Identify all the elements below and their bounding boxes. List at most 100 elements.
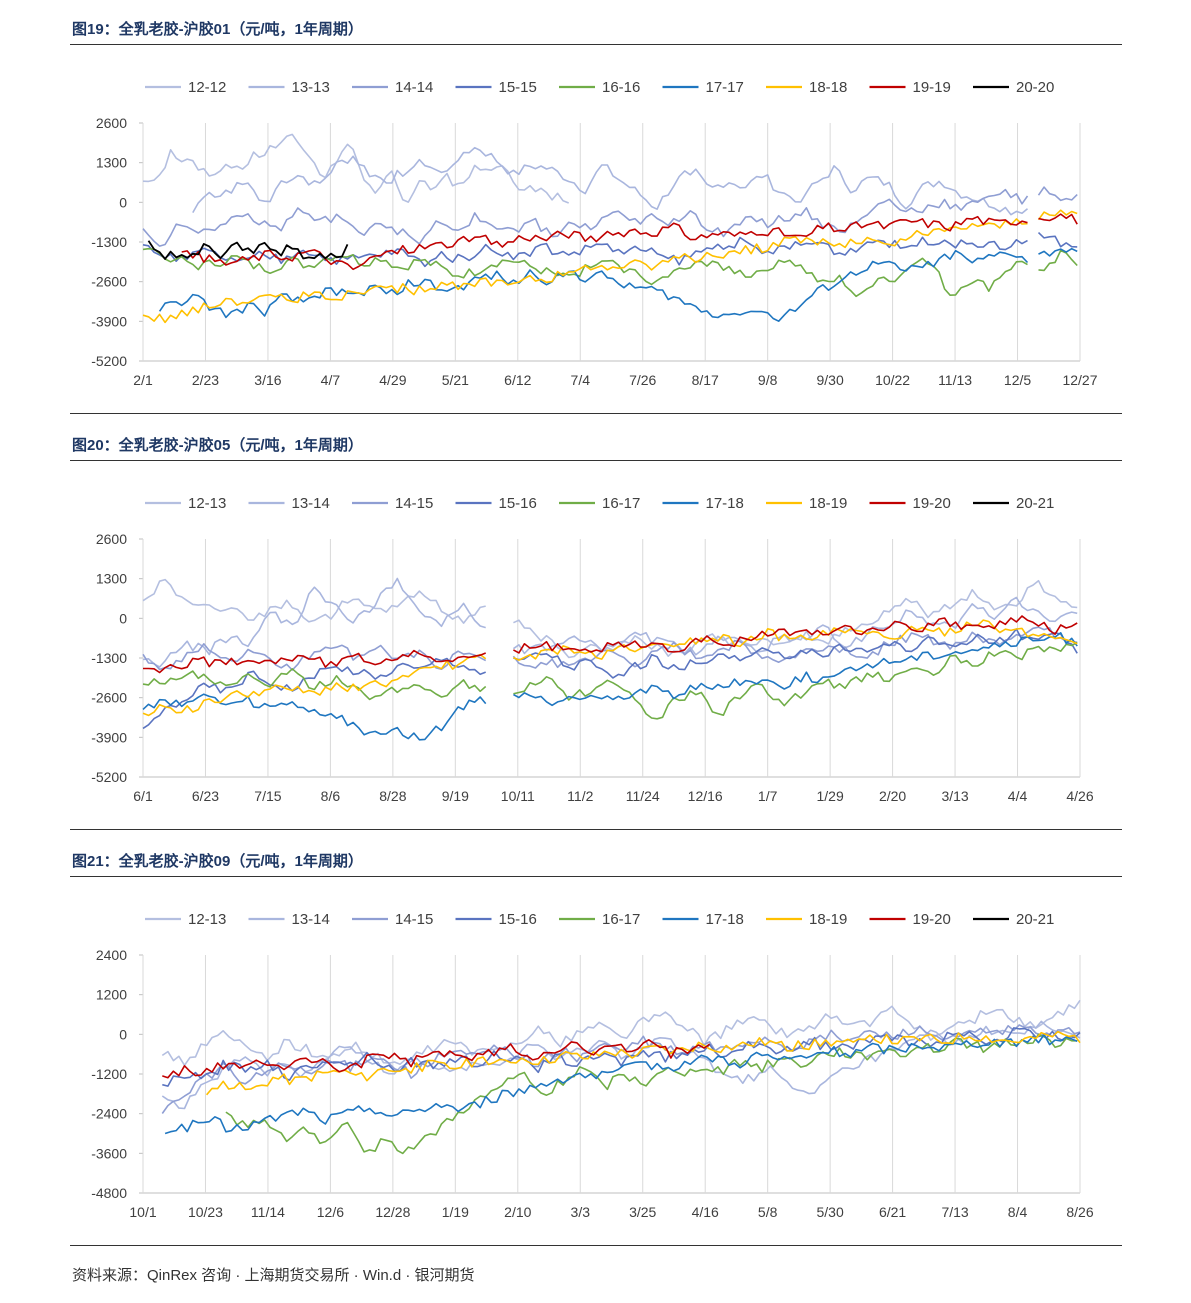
- y-tick-label: -5200: [91, 353, 127, 369]
- series-line-17-18: [513, 632, 1078, 707]
- x-tick-label: 3/3: [571, 1204, 591, 1220]
- series-line-13-13: [192, 146, 1029, 216]
- series-line-18-19: [142, 653, 487, 717]
- legend-label: 13-14: [292, 495, 330, 512]
- y-tick-label: 0: [119, 610, 127, 626]
- x-tick-label: 6/23: [192, 788, 219, 804]
- x-tick-label: 3/25: [629, 1204, 656, 1220]
- series-line-17-17: [158, 249, 1029, 322]
- x-tick-label: 11/14: [251, 1204, 285, 1220]
- x-tick-label: 1/19: [442, 1204, 469, 1220]
- figure-20-chart: 12-13 13-14 14-15 15-16 16-17 17-18 18-19 19-20…: [91, 495, 1094, 804]
- x-tick-label: 4/16: [692, 1204, 719, 1220]
- series-line-18-19: [205, 1030, 1081, 1096]
- y-tick-label: -2600: [91, 690, 127, 706]
- figure-19-title: 图19：全乳老胶-沪胶01（元/吨，1年周期）: [72, 21, 363, 38]
- series-line-19-20: [513, 615, 1078, 654]
- y-tick-label: 0: [119, 1026, 127, 1042]
- legend-label: 20-20: [1016, 79, 1054, 96]
- y-tick-label: 0: [119, 194, 127, 210]
- figure-19-bottom-rule: [70, 413, 1122, 414]
- series-line-14-14: [142, 188, 1029, 247]
- x-tick-label: 10/1: [129, 1204, 156, 1220]
- y-tick-label: -4800: [91, 1185, 127, 1201]
- x-tick-label: 12/27: [1062, 372, 1097, 388]
- x-tick-label: 1/29: [817, 788, 844, 804]
- x-tick-label: 9/19: [442, 788, 469, 804]
- y-tick-label: -3900: [91, 313, 127, 329]
- legend-label: 15-16: [499, 495, 537, 512]
- series-line-19-20: [143, 649, 486, 674]
- series-line-15-16: [513, 628, 1078, 679]
- y-tick-label: -3600: [91, 1145, 127, 1161]
- legend-label: 16-17: [602, 911, 640, 928]
- x-tick-label: 9/30: [817, 372, 844, 388]
- figure-20-bottom-rule: [70, 829, 1122, 830]
- series-line-17-18: [164, 1033, 1078, 1135]
- x-tick-label: 8/26: [1066, 1204, 1093, 1220]
- y-tick-label: 2400: [96, 947, 127, 963]
- x-tick-label: 8/4: [1008, 1204, 1028, 1220]
- y-tick-label: 2600: [96, 115, 127, 131]
- x-tick-label: 12/28: [375, 1204, 410, 1220]
- x-tick-label: 10/23: [188, 1204, 223, 1220]
- x-tick-label: 7/4: [571, 372, 591, 388]
- x-tick-label: 6/12: [504, 372, 531, 388]
- series-line-19-19: [1038, 213, 1078, 225]
- x-tick-label: 4/26: [1066, 788, 1093, 804]
- y-tick-label: -1300: [91, 650, 127, 666]
- legend-label: 15-15: [499, 79, 537, 96]
- x-tick-label: 2/20: [879, 788, 906, 804]
- y-tick-label: -2400: [91, 1106, 127, 1122]
- legend-label: 12-12: [188, 79, 226, 96]
- series-line-12-12: [142, 133, 569, 204]
- y-tick-label: 1200: [96, 987, 127, 1003]
- legend-label: 16-17: [602, 495, 640, 512]
- legend-label: 18-18: [809, 79, 847, 96]
- x-tick-label: 5/21: [442, 372, 469, 388]
- x-tick-label: 12/6: [317, 1204, 344, 1220]
- series-line-12-13: [161, 999, 1081, 1067]
- legend-label: 16-16: [602, 79, 640, 96]
- series-line-16-16: [1038, 249, 1078, 272]
- source-note: 资料来源：QinRex 咨询 · 上海期货交易所 · Win.d · 银河期货: [72, 1267, 475, 1284]
- x-tick-label: 4/7: [321, 372, 341, 388]
- series-line-18-18: [142, 218, 1028, 324]
- x-tick-label: 6/21: [879, 1204, 906, 1220]
- figure-21-bottom-rule: [70, 1245, 1122, 1246]
- x-tick-label: 9/8: [758, 372, 778, 388]
- legend-label: 15-16: [499, 911, 537, 928]
- series-line-13-14: [512, 596, 1078, 656]
- x-tick-label: 5/30: [817, 1204, 844, 1220]
- series-line-17-18: [142, 693, 487, 741]
- series-line-15-15: [1037, 232, 1078, 248]
- y-tick-label: -5200: [91, 769, 127, 785]
- series-line-19-20: [162, 1039, 711, 1079]
- legend-label: 13-13: [292, 79, 330, 96]
- legend-label: 14-15: [395, 911, 433, 928]
- series-line-20-20: [147, 240, 349, 260]
- y-tick-label: 1300: [96, 571, 127, 587]
- legend-label: 12-13: [188, 495, 226, 512]
- x-tick-label: 4/4: [1008, 788, 1028, 804]
- x-tick-label: 10/22: [875, 372, 910, 388]
- legend-label: 17-18: [706, 495, 744, 512]
- series-line-18-19: [513, 619, 1078, 661]
- figure-20-top-rule: [70, 460, 1122, 461]
- x-tick-label: 1/7: [758, 788, 778, 804]
- y-tick-label: 1300: [96, 155, 127, 171]
- figure-20-title: 图20：全乳老胶-沪胶05（元/吨，1年周期）: [72, 437, 363, 454]
- y-tick-label: 2600: [96, 531, 127, 547]
- x-tick-label: 12/16: [688, 788, 723, 804]
- legend-label: 14-15: [395, 495, 433, 512]
- series-line-16-17: [513, 641, 1078, 720]
- x-tick-label: 8/17: [692, 372, 719, 388]
- x-tick-label: 12/5: [1004, 372, 1031, 388]
- x-tick-label: 6/1: [133, 788, 153, 804]
- y-tick-label: -3900: [91, 729, 127, 745]
- x-tick-label: 2/10: [504, 1204, 531, 1220]
- series-line-14-14: [1037, 186, 1078, 202]
- x-tick-label: 7/15: [254, 788, 281, 804]
- legend-label: 17-18: [706, 911, 744, 928]
- legend-label: 12-13: [188, 911, 226, 928]
